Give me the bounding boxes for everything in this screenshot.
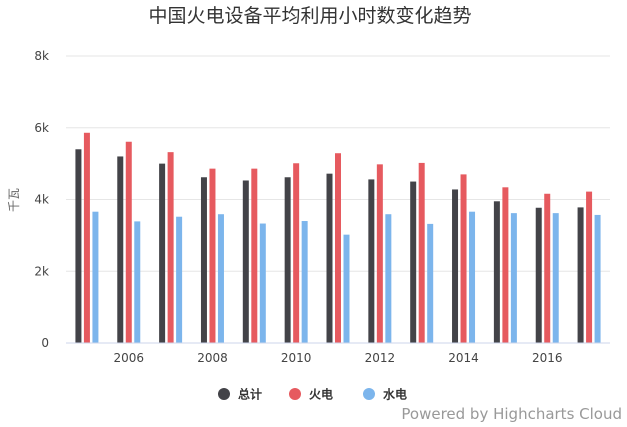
- y-tick-label: 4k: [34, 193, 49, 207]
- bar: [117, 156, 124, 343]
- bar: [242, 180, 249, 343]
- bar: [427, 223, 434, 343]
- y-tick-label: 6k: [34, 121, 49, 135]
- bar: [301, 221, 308, 343]
- bar: [469, 211, 476, 343]
- bar: [460, 174, 467, 343]
- bar: [251, 168, 258, 343]
- bar: [326, 173, 333, 343]
- legend-label: 总计: [238, 387, 262, 402]
- y-tick-label: 0: [41, 336, 49, 350]
- bar: [293, 163, 300, 343]
- x-tick-label: 2012: [365, 351, 396, 365]
- bar: [125, 141, 132, 343]
- bar: [176, 216, 183, 343]
- y-axis-label: 千瓦: [7, 188, 21, 212]
- legend-label: 水电: [383, 387, 407, 402]
- bar: [577, 207, 584, 343]
- bar: [452, 189, 459, 343]
- bar: [410, 181, 417, 343]
- x-tick-label: 2016: [532, 351, 563, 365]
- x-tick-label: 2014: [448, 351, 479, 365]
- x-tick-label: 2008: [197, 351, 228, 365]
- bar: [368, 179, 375, 343]
- bar: [284, 177, 291, 343]
- bar: [209, 168, 216, 343]
- x-tick-label: 2006: [113, 351, 144, 365]
- bar: [159, 163, 166, 343]
- legend-marker: [218, 388, 230, 400]
- bar: [418, 162, 425, 343]
- y-axis-ticks: 0 2k 4k 6k 8k: [34, 49, 49, 350]
- credit-text: Powered by Highcharts Cloud: [401, 405, 622, 423]
- bar: [200, 177, 207, 343]
- legend-marker: [289, 388, 301, 400]
- bar: [259, 223, 266, 343]
- legend-marker: [363, 388, 375, 400]
- bar: [493, 201, 500, 343]
- y-tick-label: 2k: [34, 264, 49, 278]
- bar: [335, 153, 341, 343]
- bar: [586, 191, 593, 343]
- bar: [502, 187, 509, 343]
- bar: [544, 193, 551, 343]
- bar: [376, 164, 383, 343]
- bar: [92, 211, 99, 343]
- bar: [552, 213, 559, 343]
- legend-label: 火电: [309, 387, 333, 402]
- legend: 总计 火电 水电: [218, 387, 407, 402]
- chart-title: 中国火电设备平均利用小时数变化趋势: [148, 5, 471, 27]
- bar: [510, 213, 517, 343]
- bars: [75, 132, 601, 343]
- y-tick-label: 8k: [34, 49, 49, 63]
- bar: [167, 152, 174, 343]
- bar: [75, 149, 82, 343]
- bar: [535, 207, 542, 343]
- bar: [134, 221, 141, 343]
- x-tick-label: 2010: [281, 351, 312, 365]
- x-axis-ticks: 2006 2008 2010 2012 2014 2016: [113, 351, 562, 365]
- bar: [343, 234, 350, 343]
- bar: [83, 132, 90, 343]
- bar: [594, 214, 601, 343]
- bar: [385, 214, 392, 343]
- bar: [217, 214, 224, 343]
